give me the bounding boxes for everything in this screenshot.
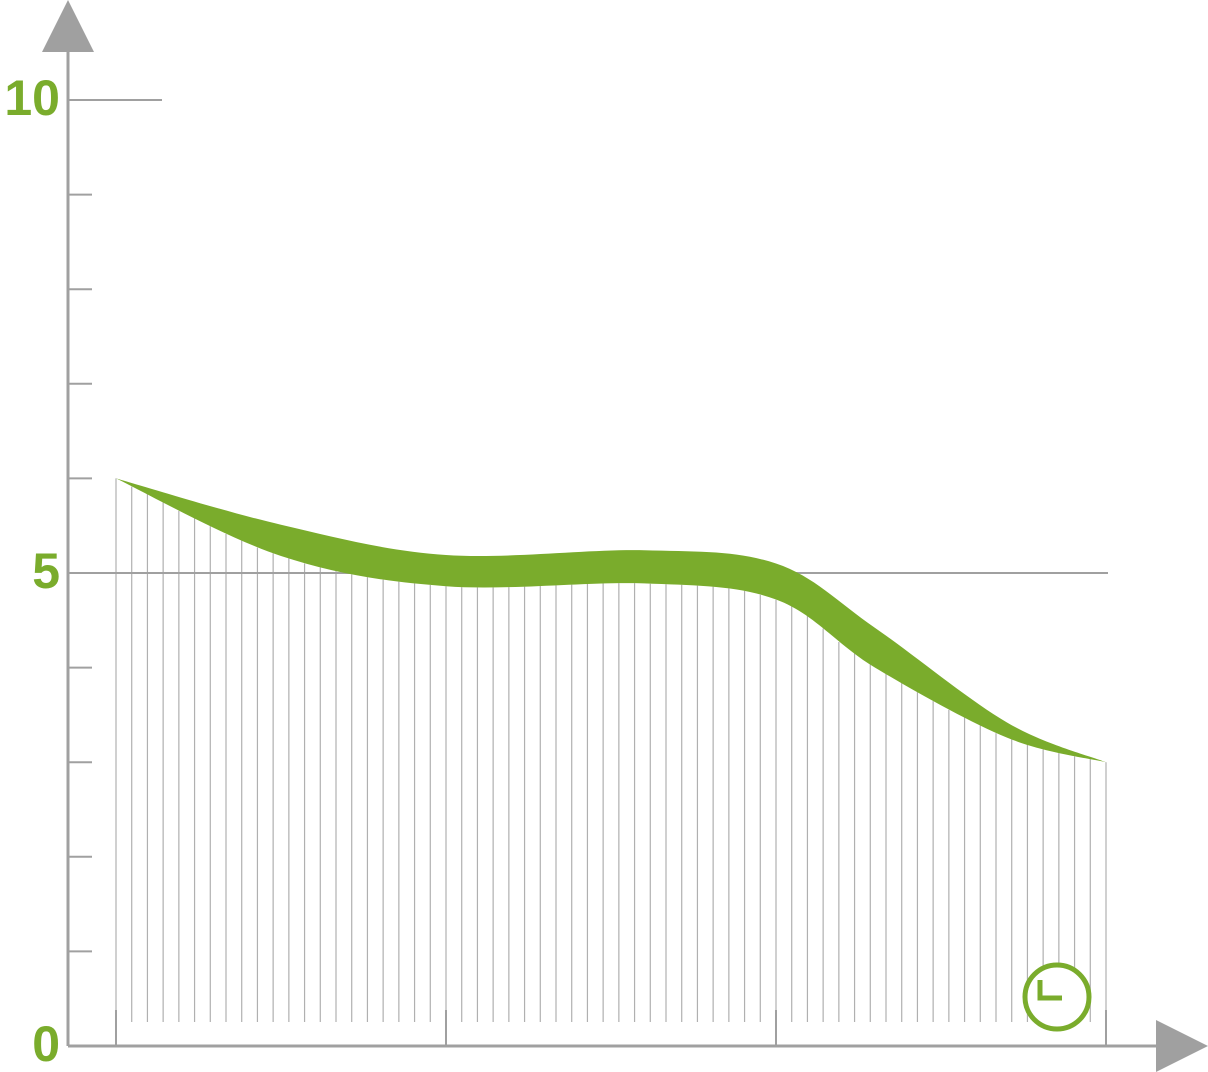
y-tick-label: 10: [4, 70, 60, 126]
y-tick-label: 5: [32, 543, 60, 599]
band-area: [116, 478, 1106, 763]
clock-hands: [1037, 980, 1062, 1001]
y-axis-arrow: [42, 0, 94, 52]
clock-icon: [1022, 962, 1092, 1032]
hatch: [115, 478, 1107, 1022]
y-tick-label: 0: [32, 1016, 60, 1072]
x-axis-arrow: [1156, 1020, 1208, 1072]
